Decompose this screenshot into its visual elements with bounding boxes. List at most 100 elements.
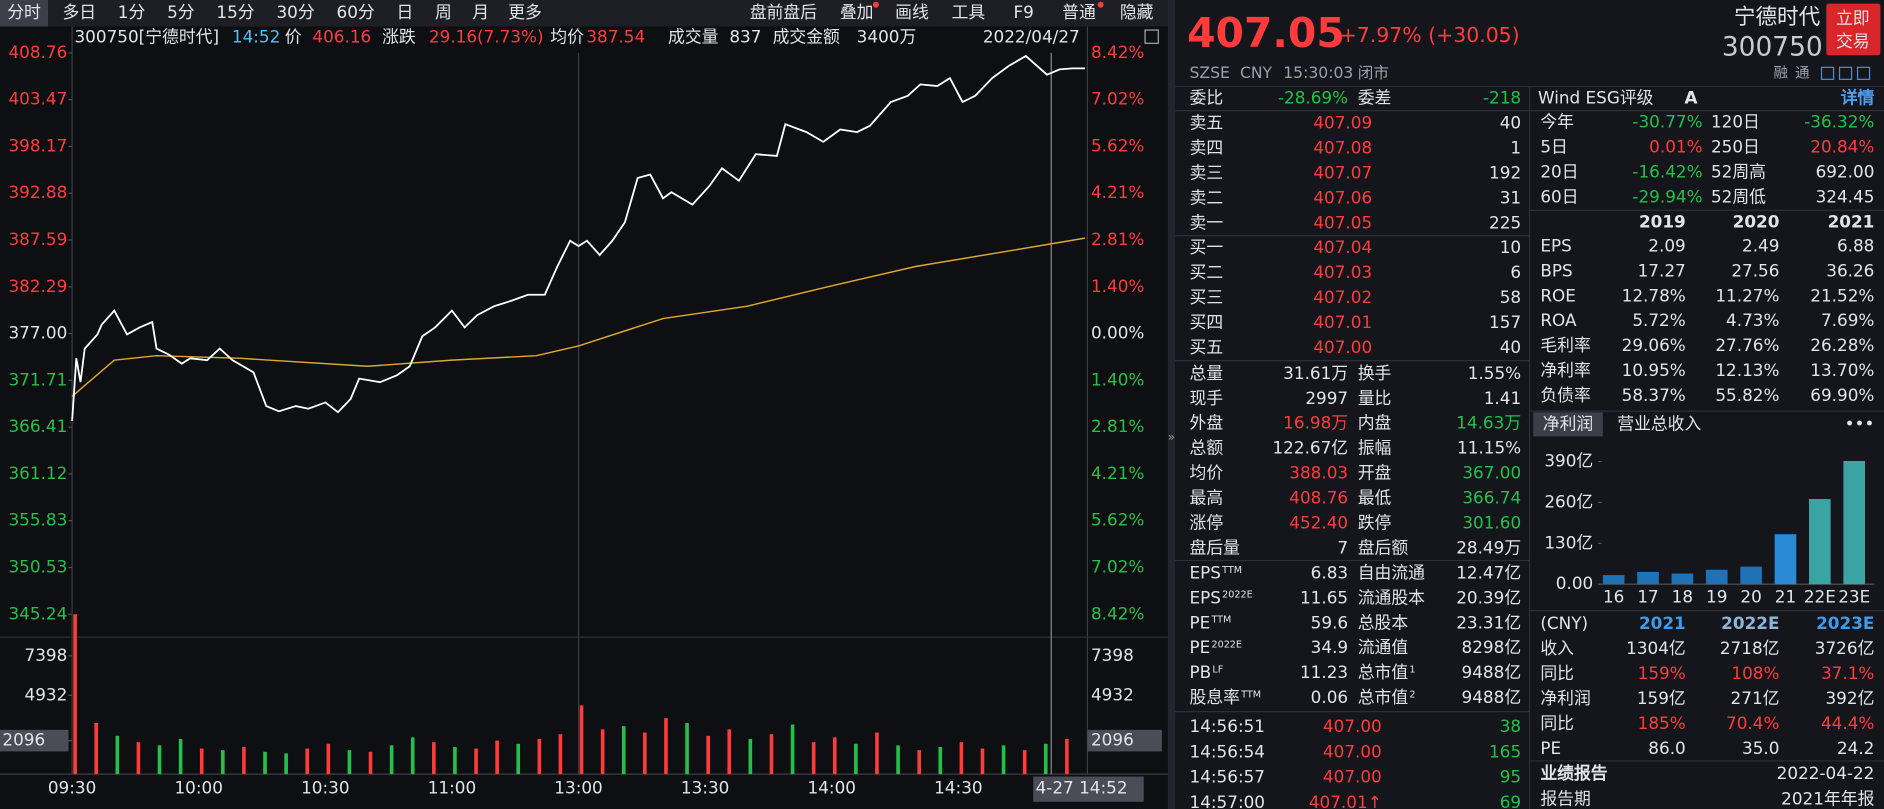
pct-tick-label: 2.81% — [1091, 416, 1144, 436]
volume-bar — [136, 742, 141, 775]
y-tick-label: 130亿 — [1544, 532, 1593, 552]
forecast-year: 2023E — [1816, 613, 1874, 633]
trade-volume: 38 — [1500, 716, 1521, 736]
esg-link[interactable]: 详情 — [1841, 88, 1875, 108]
y-tick-label: 366.41 — [8, 416, 67, 436]
tag: 融 — [1773, 64, 1787, 81]
forecast-value: 37.1% — [1821, 663, 1874, 683]
icon[interactable] — [1838, 66, 1853, 80]
x-tick-label: 13:30 — [681, 778, 729, 798]
pct-tick-label: 1.40% — [1091, 369, 1144, 389]
volume-tick-label: 4932 — [24, 684, 67, 704]
trade-button-label: 交易 — [1836, 31, 1870, 51]
volume-bar — [495, 740, 499, 775]
more-button[interactable]: ••• — [1845, 413, 1875, 433]
superscript: 2022E — [1211, 640, 1242, 651]
info-vol-label: 成交量 — [668, 26, 719, 46]
trade-price: 407.00 — [1323, 716, 1382, 736]
forecast-value: 86.0 — [1648, 738, 1685, 758]
toolbar-tab[interactable]: 15分 — [216, 2, 254, 22]
stat-label: 内盘 — [1358, 413, 1392, 433]
icon[interactable] — [1820, 66, 1835, 80]
esg-label: Wind ESG评级 — [1538, 88, 1654, 108]
toolbar-tab[interactable]: 5分 — [167, 2, 195, 22]
trade-button-label: 立即 — [1836, 8, 1870, 28]
stock-code: 300750 — [1722, 32, 1823, 63]
volume-bar — [453, 746, 457, 775]
toolbar-button[interactable]: 叠加 — [840, 2, 874, 22]
volume-bar — [875, 732, 879, 775]
y-tick-label: 403.47 — [8, 89, 67, 109]
icon[interactable] — [1856, 66, 1871, 80]
stat-value: 7 — [1337, 537, 1348, 557]
info-symbol: 300750[宁德时代] — [74, 26, 219, 46]
volume-bar — [685, 722, 689, 775]
info-amount: 3400万 — [857, 26, 917, 46]
stat-value: 28.49万 — [1456, 537, 1521, 557]
expand-icon[interactable] — [1144, 29, 1159, 44]
volume-bar — [389, 745, 394, 775]
cursor-time: 4-27 14:52 — [1036, 778, 1128, 798]
toolbar-tab[interactable]: 日 — [397, 2, 414, 22]
toolbar-tab[interactable]: 周 — [435, 2, 452, 22]
fin-value: 69.90% — [1810, 385, 1874, 405]
trade-price: 407.00 — [1323, 767, 1382, 787]
toolbar-tab[interactable]: 更多 — [508, 2, 542, 22]
forecast-value: 70.4% — [1726, 713, 1779, 733]
perf-value: -30.77% — [1632, 112, 1702, 132]
volume-bar — [516, 743, 521, 775]
chart-tab[interactable]: 营业总收入 — [1617, 413, 1701, 433]
toolbar-tab[interactable]: 60分 — [337, 2, 375, 22]
toolbar-button[interactable]: 隐藏 — [1120, 2, 1154, 22]
forecast-year: 2021 — [1639, 613, 1686, 633]
pct-tick-label: 5.62% — [1091, 135, 1144, 155]
stat-label: EPS — [1190, 587, 1221, 607]
toolbar-tab[interactable]: 1分 — [118, 2, 146, 22]
cursor-box — [1087, 729, 1162, 752]
toolbar-button[interactable]: 盘前盘后 — [750, 2, 817, 22]
collapse-arrow[interactable]: » — [1168, 430, 1175, 444]
stat-label: 最低 — [1358, 488, 1392, 508]
fin-year: 2021 — [1828, 211, 1875, 231]
toolbar-button[interactable]: F9 — [1014, 2, 1034, 22]
fin-value: 7.69% — [1821, 310, 1874, 330]
trade-time: 14:56:51 — [1190, 716, 1265, 736]
toolbar-button[interactable]: 普通 — [1062, 2, 1096, 22]
fin-year: 2020 — [1733, 211, 1780, 231]
info-change-label: 涨跌 — [382, 26, 416, 46]
toolbar-button[interactable]: 画线 — [895, 2, 929, 22]
toolbar-tab[interactable]: 月 — [472, 2, 489, 22]
perf-label: 52周高 — [1711, 161, 1766, 181]
report-value: 2022-04-22 — [1777, 763, 1875, 783]
stat-label: 现手 — [1190, 388, 1224, 408]
volume-tick-label: 2096 — [2, 730, 45, 750]
fin-value: 17.27 — [1638, 260, 1686, 280]
pct-tick-label: 0.00% — [1091, 323, 1144, 343]
toolbar-tab[interactable]: 30分 — [276, 2, 314, 22]
forecast-value: 108% — [1731, 663, 1779, 683]
chart-tab[interactable]: 净利润 — [1543, 413, 1593, 433]
stat-value: 9488亿 — [1462, 687, 1522, 707]
volume-bar — [980, 748, 985, 775]
x-tick-label: 20 — [1740, 586, 1761, 606]
toolbar-tab[interactable]: 分时 — [7, 2, 41, 22]
x-tick-label: 14:30 — [934, 778, 982, 798]
forecast-header: (CNY) — [1540, 613, 1588, 633]
book-label: 委比 — [1190, 88, 1224, 108]
volume-bar — [199, 748, 204, 775]
stat-value: 0.06 — [1311, 687, 1348, 707]
info-avg-label: 均价 — [550, 26, 584, 46]
stat-label: 流通值 — [1358, 637, 1409, 657]
trade-time: 14:56:54 — [1190, 741, 1265, 761]
toolbar-button[interactable]: 工具 — [952, 2, 986, 22]
stat-label: 盘后量 — [1190, 537, 1241, 557]
stat-label: PB — [1190, 662, 1212, 682]
splitter[interactable] — [1167, 0, 1176, 809]
volume-bar — [790, 724, 795, 775]
toolbar-tab[interactable]: 多日 — [62, 2, 96, 22]
fin-label: BPS — [1540, 260, 1572, 280]
info-date: 2022/04/27 — [983, 26, 1080, 46]
volume-bar — [115, 735, 120, 775]
trade-button[interactable] — [1826, 3, 1881, 56]
fin-value: 11.27% — [1715, 285, 1779, 305]
